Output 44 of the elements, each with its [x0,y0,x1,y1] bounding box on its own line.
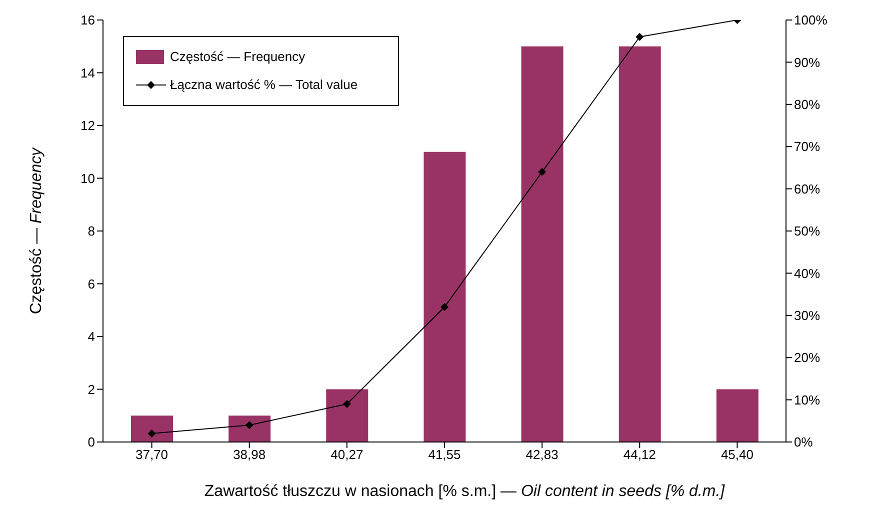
y2-tick-label: 100% [794,12,828,28]
x-axis-title: Zawartość tłuszczu w nasionach [% s.m.] — Oil content in seeds [% d.m.] [204,483,726,500]
y2-tick-label: 40% [794,266,820,281]
bar [521,46,564,442]
point [342,400,351,408]
y2-tick-label: 90% [794,54,820,70]
x-tick-label: 42,83 [526,447,558,462]
x-tick-label: 40,27 [330,447,364,462]
y-tick-label: 14 [80,65,95,80]
y-tick-label: 6 [88,276,95,292]
point [245,421,254,430]
bar [716,389,758,442]
y-tick-label: 2 [88,382,95,397]
y2-tick-label: 30% [794,308,820,324]
point [148,430,156,438]
legend-label: Łączna wartość % — Total value [170,76,358,94]
bar [131,416,173,442]
bar [228,416,271,442]
y-axis-title: Częstość — Frequency [28,146,45,314]
x-tick-label: 37,70 [136,447,168,462]
x-tick-label: 38,98 [233,447,266,462]
y-tick-label: 4 [88,329,95,344]
bar [618,46,661,442]
y2-tick-label: 50% [794,224,820,239]
y-tick-label: 10 [80,170,95,186]
y-tick-label: 8 [88,224,95,239]
y2-tick-label: 20% [794,350,820,366]
y2-tick-label: 60% [794,181,820,196]
point [440,302,448,311]
bar [326,389,368,442]
bar [424,152,466,442]
y2-tick-label: 0% [794,434,814,450]
y-tick-label: 0 [88,434,95,450]
point [538,168,546,176]
y2-tick-label: 70% [794,139,820,154]
x-tick-label: 44,12 [623,447,656,462]
x-tick-label: 45,40 [720,447,754,462]
x-tick-label: 41,55 [428,447,461,462]
y2-tick-label: 80% [794,97,820,112]
y-tick-label: 16 [80,12,95,28]
y2-tick-label: 10% [794,392,820,408]
y-tick-label: 12 [80,118,95,134]
legend-label: Częstość — Frequency [170,48,306,66]
point [636,32,644,41]
